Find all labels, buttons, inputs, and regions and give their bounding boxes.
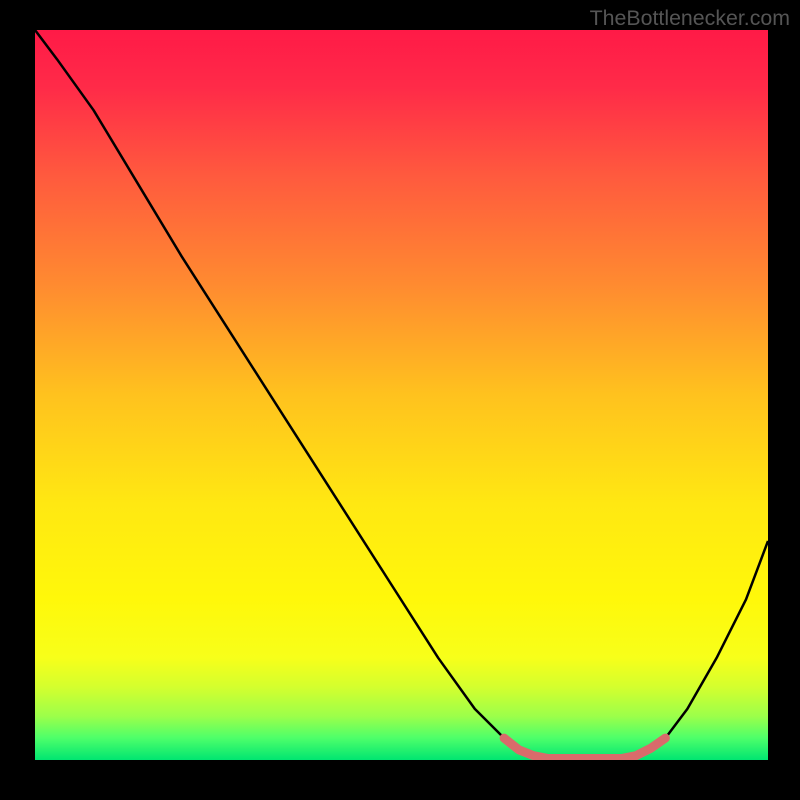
chart-frame: TheBottlenecker.com bbox=[0, 0, 800, 800]
highlight-segment bbox=[504, 738, 665, 758]
curve-layer bbox=[35, 30, 768, 760]
attribution-text: TheBottlenecker.com bbox=[590, 6, 790, 31]
plot-area bbox=[35, 30, 768, 760]
bottleneck-curve bbox=[35, 30, 768, 759]
